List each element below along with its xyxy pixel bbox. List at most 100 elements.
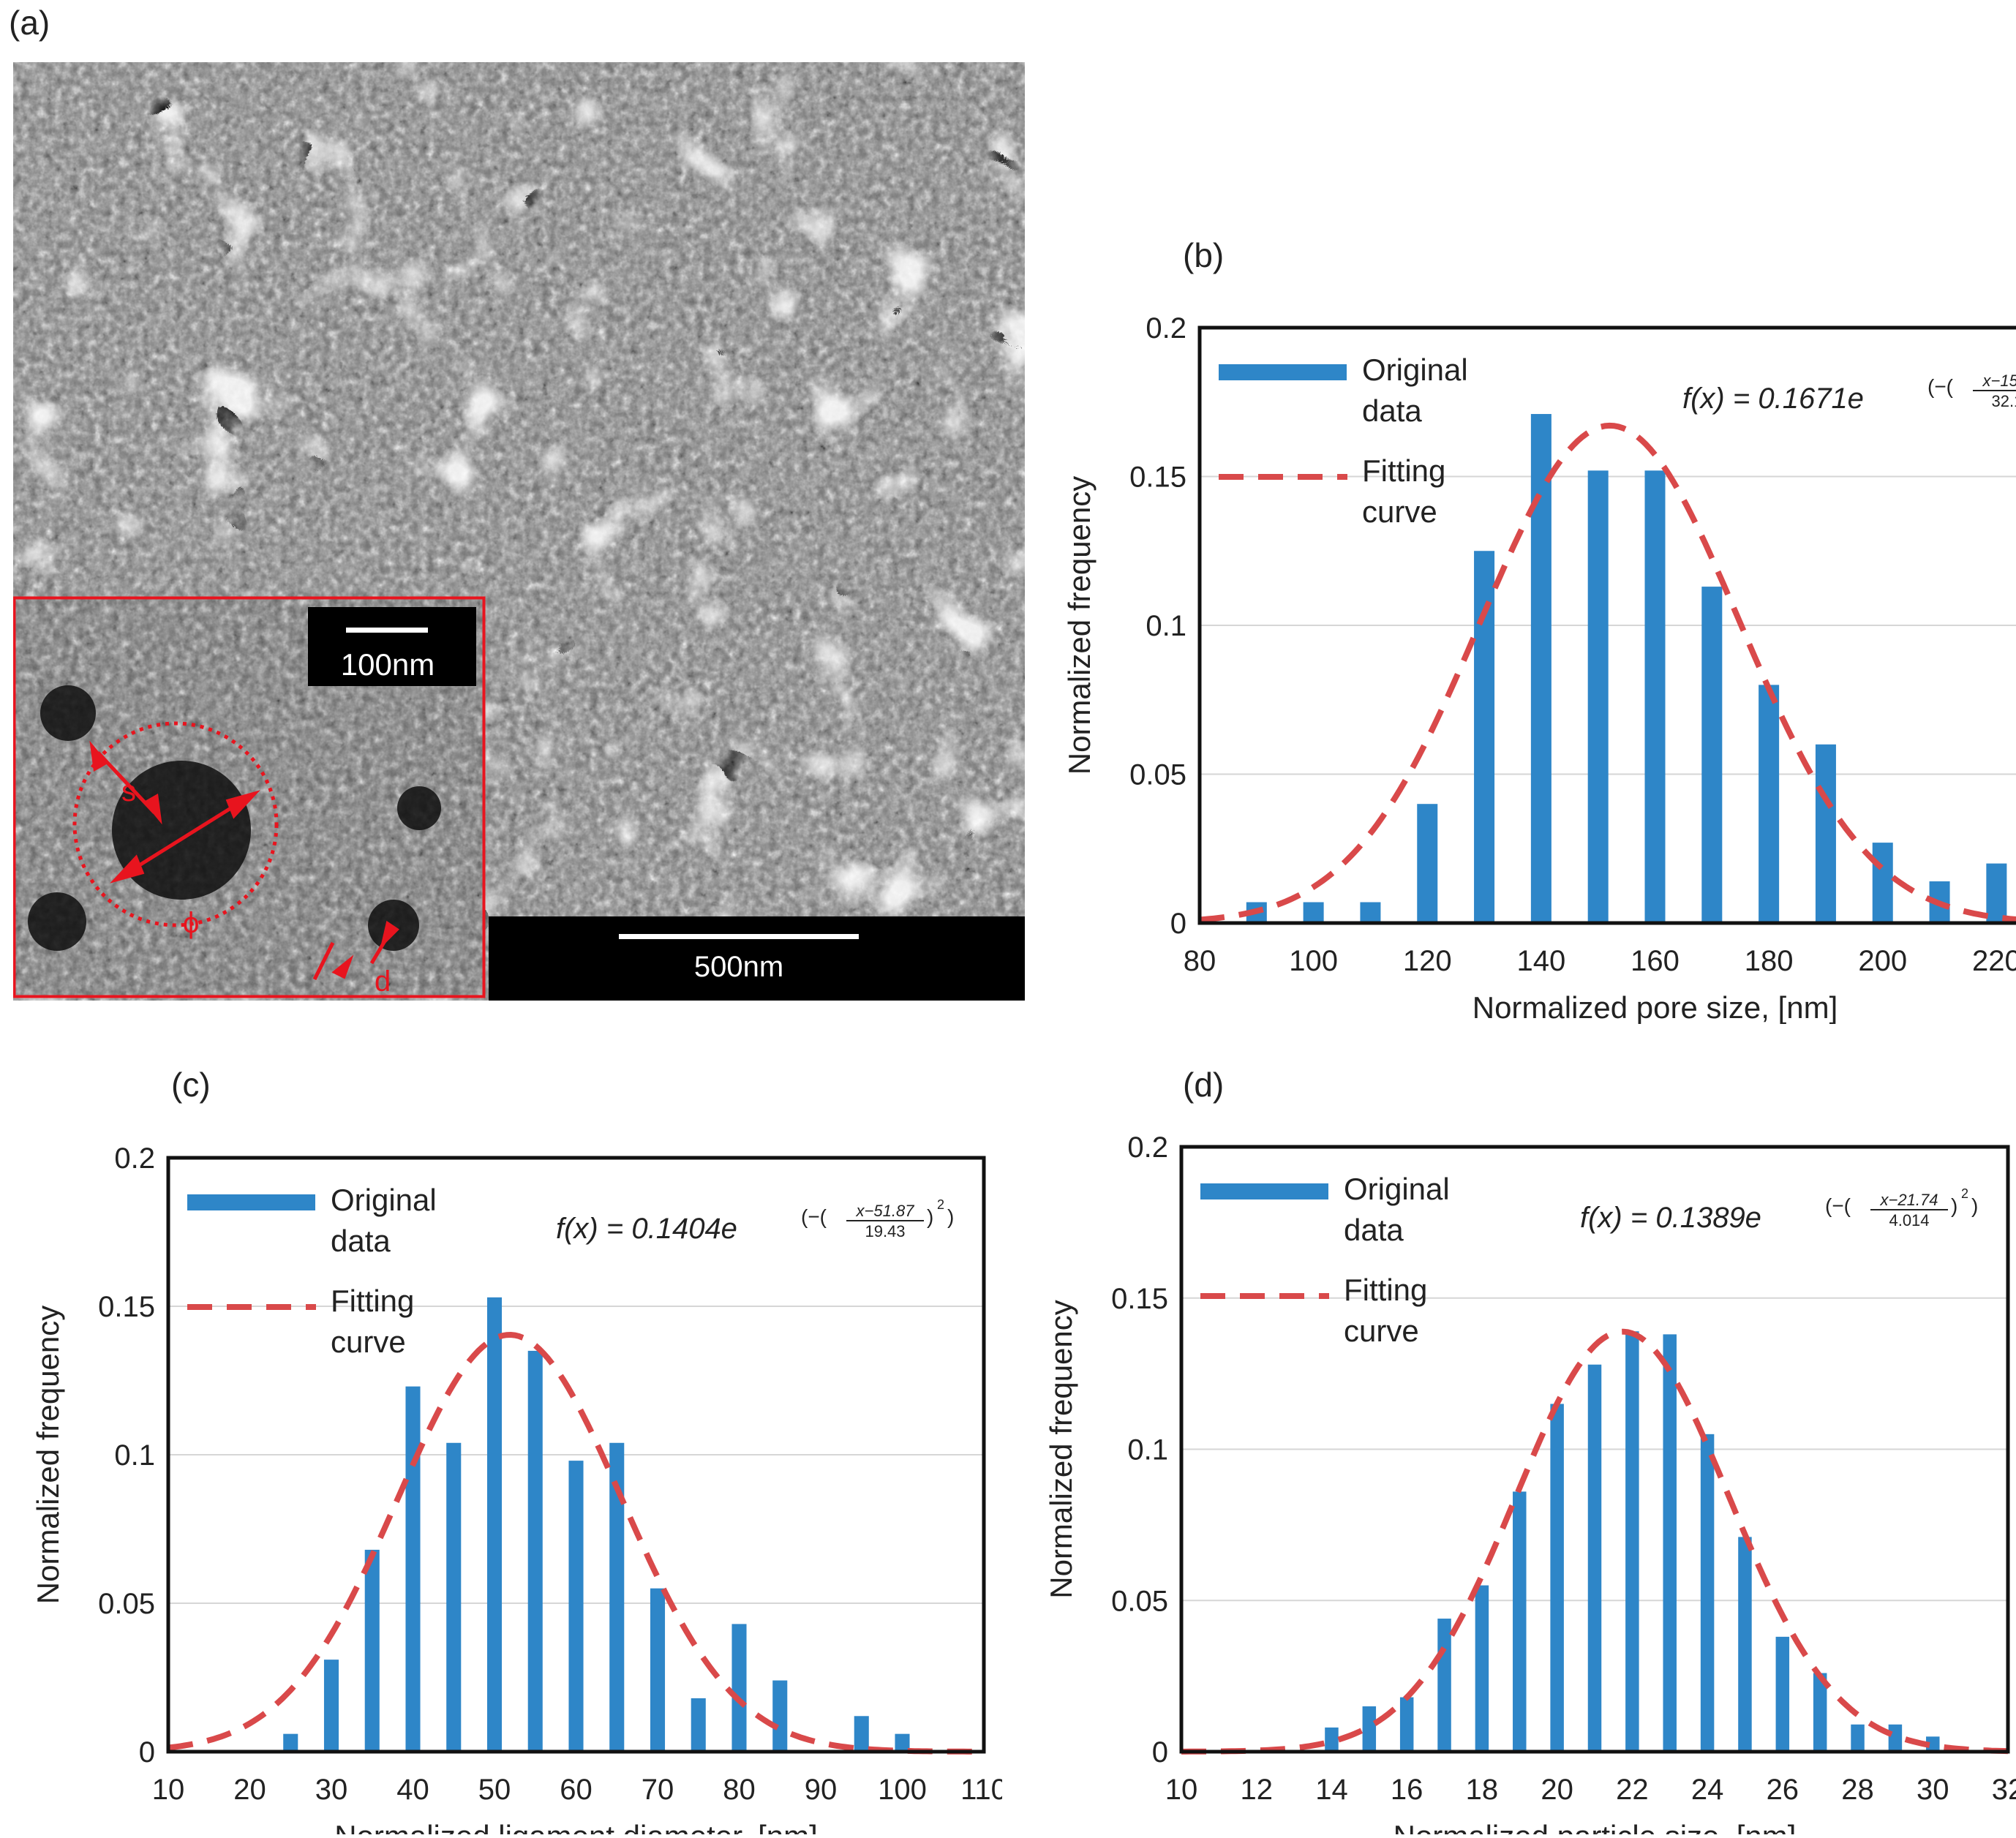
bar (895, 1733, 910, 1752)
y-tick-label: 0.15 (1111, 1283, 1168, 1315)
bar (1663, 1334, 1677, 1752)
y-tick-label: 0.2 (1146, 312, 1186, 344)
equation-lhs: f(x) = 0.1404e (556, 1213, 737, 1245)
bar (609, 1442, 625, 1752)
x-axis-label: Normalized particle size, [nm] (1393, 1819, 1797, 1834)
fit-curve (168, 1331, 984, 1755)
panel-b-label: (b) (1183, 236, 1225, 274)
y-tick-label: 0.05 (1111, 1585, 1168, 1617)
chart-d: 0 0.05 0.1 0.15 0.2 10 12 14 16 18 20 22 24 26 28 30 32 O… (1017, 1119, 2016, 1838)
equation-denominator: 32.16 (1991, 392, 2016, 410)
bar (1775, 1636, 1790, 1752)
y-axis-label: Normalized frequency (31, 1306, 65, 1605)
bar (1851, 1724, 1865, 1752)
inset-zoom: 100nm s ϕ d (13, 596, 486, 998)
x-tick-label: 16 (1391, 1774, 1423, 1806)
inset-border (13, 596, 486, 998)
bar (1644, 470, 1666, 923)
x-tick-label: 90 (805, 1774, 838, 1806)
x-tick-label: 60 (560, 1774, 593, 1806)
y-tick-label: 0 (1170, 908, 1186, 940)
equation-exponent: 2 (1961, 1186, 1968, 1201)
equation-denominator: 19.43 (865, 1222, 905, 1240)
x-tick-label: 140 (1517, 945, 1566, 977)
bar (1625, 1331, 1639, 1752)
bar (1888, 1724, 1903, 1752)
bar (405, 1386, 421, 1752)
scale-label-100nm: 100nm (341, 647, 435, 682)
x-tick-label: 12 (1240, 1774, 1273, 1806)
x-tick-label: 100 (1289, 945, 1338, 977)
bar (1926, 1736, 1940, 1752)
bar (1587, 1364, 1602, 1752)
x-tick-label: 220 (1972, 945, 2016, 977)
panel-c-label: (c) (171, 1066, 211, 1104)
diameter-arrow (110, 790, 260, 884)
x-tick-label: 30 (1917, 1774, 1949, 1806)
marker-d: d (375, 965, 391, 998)
legend-bar-label: Original (1362, 353, 1468, 387)
legend-bar-swatch (187, 1194, 315, 1210)
inset-scale-box (308, 607, 476, 686)
sem-info-bar (489, 916, 1025, 1001)
x-tick-label: 120 (1403, 945, 1452, 977)
marker-s: s (121, 775, 136, 807)
x-tick-label: 100 (878, 1774, 927, 1806)
x-tick-label: 40 (396, 1774, 429, 1806)
bar (1550, 1404, 1564, 1752)
x-tick-label: 20 (1541, 1774, 1573, 1806)
bar (650, 1588, 666, 1752)
y-axis-label: Normalized frequency (1044, 1300, 1078, 1599)
x-tick-label: 180 (1745, 945, 1794, 977)
x-tick-label: 26 (1767, 1774, 1799, 1806)
bar (486, 1297, 503, 1752)
equation-open: (−( (1927, 375, 1954, 398)
plot-frame (166, 1156, 986, 1754)
plot-frame (1179, 1145, 2010, 1754)
y-tick-label: 0.1 (1127, 1434, 1168, 1466)
y-tick-label: 0 (1152, 1736, 1168, 1769)
equation-close-outer: ) (947, 1205, 954, 1228)
bar (1738, 1537, 1752, 1752)
equation-denominator: 4.014 (1889, 1211, 1929, 1229)
bar (1815, 744, 1836, 923)
legend-bar-label: Original (331, 1183, 437, 1217)
x-tick-label: 10 (152, 1774, 185, 1806)
equation-close: ) (927, 1205, 933, 1228)
ligament-arrows (312, 920, 399, 981)
x-axis-label: Normalized pore size, [nm] (1472, 990, 1838, 1024)
chart-c: 0 0.05 0.1 0.15 0.2 10 20 30 40 50 60 70 80 90 100 110 O… (0, 1119, 1007, 1838)
equation-exponent: 2 (937, 1197, 944, 1212)
plot-frame (1197, 325, 2016, 925)
x-tick-label: 50 (478, 1774, 511, 1806)
legend-fit-label: Fitting (1344, 1273, 1427, 1307)
y-tick-label: 0.05 (98, 1588, 155, 1620)
bar (854, 1716, 869, 1752)
x-tick-label: 10 (1165, 1774, 1198, 1806)
bar (1475, 1585, 1489, 1752)
fit-curve (1199, 422, 2016, 923)
equation-close-outer: ) (1971, 1194, 1978, 1217)
x-tick-label: 70 (642, 1774, 674, 1806)
fit-equation: f(x) = 0.1671e(−(x−152.132.16)2) (1682, 372, 2016, 415)
legend: Original data Fitting curve (1219, 353, 1468, 529)
x-tick-label: 20 (233, 1774, 266, 1806)
bar (1986, 863, 2007, 923)
legend: Original data Fitting curve (187, 1183, 437, 1359)
bar (1325, 1727, 1339, 1752)
legend: Original data Fitting curve (1200, 1172, 1450, 1348)
equation-lhs: f(x) = 0.1389e (1580, 1202, 1761, 1234)
scale-bar-500nm (619, 934, 859, 939)
y-tick-label: 0.15 (1129, 462, 1186, 494)
y-tick-label: 0.1 (1146, 610, 1186, 642)
equation-numerator: x−21.74 (1880, 1191, 1938, 1209)
bar (1872, 843, 1893, 923)
bar (1530, 414, 1552, 923)
legend-bar-swatch (1200, 1183, 1328, 1199)
bar (691, 1698, 706, 1752)
panel-a-label: (a) (9, 4, 50, 42)
chart-b: 00.050.10.150.28010012014016018020022024… (1031, 293, 2016, 1028)
x-tick-label: 22 (1616, 1774, 1649, 1806)
y-tick-label: 0.1 (114, 1439, 155, 1472)
